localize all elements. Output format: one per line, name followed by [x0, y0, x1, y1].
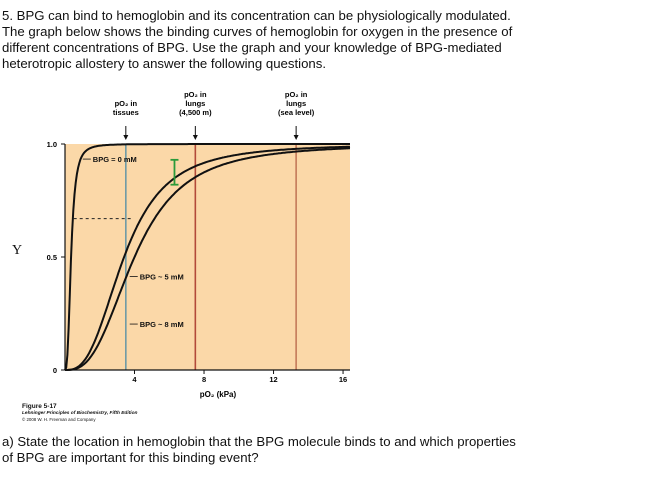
reference-label: lungs — [185, 99, 205, 108]
binding-curve — [65, 147, 350, 371]
x-tick-label: 12 — [269, 375, 277, 384]
reference-label: tissues — [113, 108, 139, 117]
subquestion-text: a) State the location in hemoglobin that… — [2, 434, 662, 466]
y-tick-label: 0 — [53, 366, 57, 375]
reference-label: (4,500 m) — [179, 108, 212, 117]
series-label: BPG = 0 mM — [93, 155, 137, 164]
reference-label: pO₂ in — [115, 99, 138, 108]
binding-curve — [64, 143, 350, 371]
y-tick-label: 1.0 — [47, 140, 57, 149]
reference-label: lungs — [286, 99, 306, 108]
reference-label: pO₂ in — [184, 90, 207, 99]
series-label: BPG ~ 5 mM — [140, 273, 184, 282]
arrow-head — [192, 135, 198, 140]
x-tick-label: 8 — [202, 375, 206, 384]
series-label: BPG ~ 8 mM — [140, 320, 184, 329]
binding-curve — [65, 145, 351, 371]
plot-area — [65, 144, 350, 370]
subquestion-line: of BPG are important for this binding ev… — [2, 450, 259, 465]
arrow-head — [293, 135, 299, 140]
y-axis-letter: Y — [12, 243, 23, 258]
arrow-head — [123, 135, 129, 140]
x-tick-label: 4 — [132, 375, 137, 384]
question-line: heterotropic allostery to answer the fol… — [2, 56, 327, 71]
figure-source: Lehninger Principles of Biochemistry, Fi… — [22, 411, 138, 416]
question-line: 5. BPG can bind to hemoglobin and its co… — [2, 8, 511, 23]
x-axis-label: pO₂ (kPa) — [200, 390, 237, 399]
reference-label: pO₂ in — [285, 90, 308, 99]
question-line: different concentrations of BPG. Use the… — [2, 40, 502, 55]
figure-title: Figure 5-17 — [22, 403, 57, 410]
question-text: 5. BPG can bind to hemoglobin and its co… — [2, 8, 662, 72]
figure-caption: Figure 5-17 Lehninger Principles of Bioc… — [22, 403, 138, 422]
figure-copyright: © 2008 W. H. Freeman and Company — [22, 417, 96, 422]
subquestion-line: a) State the location in hemoglobin that… — [2, 434, 516, 449]
x-tick-label: 16 — [339, 375, 347, 384]
question-line: The graph below shows the binding curves… — [2, 24, 513, 39]
y-tick-label: 0.5 — [47, 253, 57, 262]
reference-label: (sea level) — [278, 108, 315, 117]
